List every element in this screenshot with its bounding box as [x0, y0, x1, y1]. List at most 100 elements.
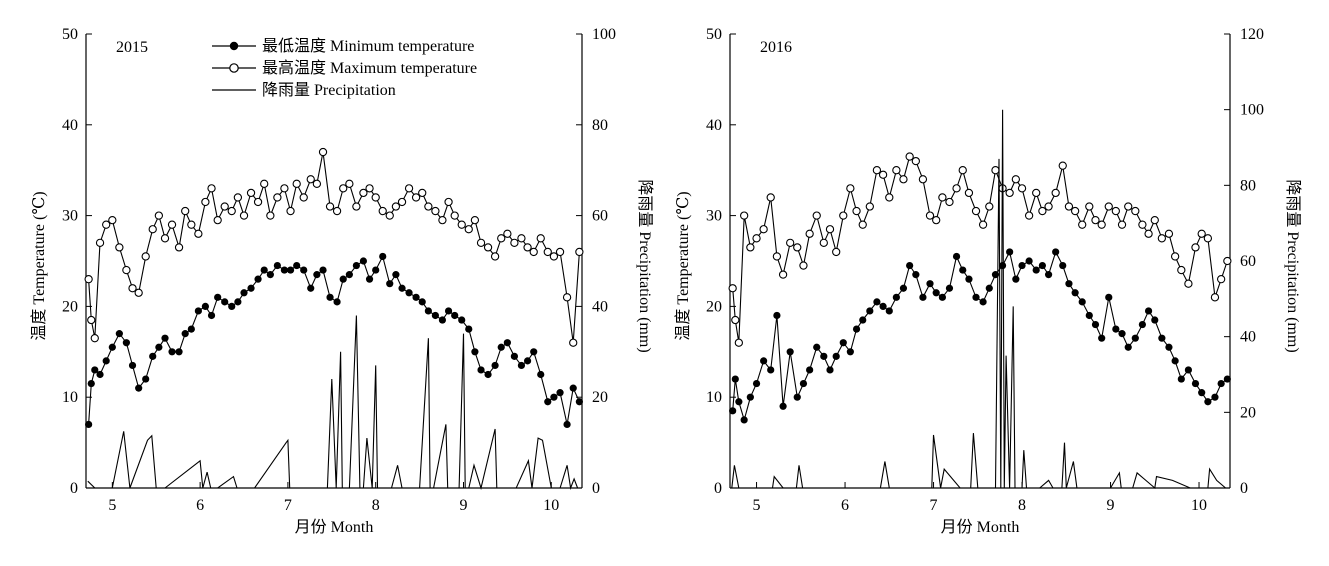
x-tick-label: 8: [372, 497, 380, 514]
min-temperature-point: [735, 398, 743, 406]
max-temperature-point: [220, 202, 229, 211]
max-temperature-point: [233, 193, 243, 202]
min-temperature-point: [1044, 271, 1053, 279]
max-temperature-point: [411, 193, 421, 202]
x-tick-label: 5: [108, 497, 116, 514]
max-temperature-point: [799, 261, 808, 270]
min-temperature-point: [87, 379, 95, 388]
min-temperature-point: [300, 266, 308, 274]
min-temperature-point: [326, 293, 334, 301]
min-temperature-point: [122, 339, 130, 347]
left-tick-label: 20: [706, 298, 722, 315]
min-temperature-point: [444, 307, 453, 315]
max-temperature-point: [918, 175, 928, 184]
min-temperature-point: [392, 271, 400, 279]
min-temperature-point: [214, 293, 222, 301]
max-temperature-point: [1131, 206, 1140, 216]
max-temperature-point: [457, 220, 466, 229]
max-temperature-point: [1064, 202, 1074, 211]
max-temperature-point: [1197, 229, 1206, 238]
min-temperature-point: [201, 302, 209, 310]
max-temperature-point: [1005, 188, 1014, 198]
min-temperature-point: [1191, 379, 1200, 388]
min-temperature-point: [998, 261, 1007, 270]
max-temperature-point: [174, 243, 184, 252]
left-tick-label: 0: [70, 480, 78, 497]
max-temperature-point: [503, 229, 512, 238]
x-axis-title: 月份 Month: [941, 518, 1020, 536]
max-temperature-point: [529, 247, 538, 257]
left-tick-label: 20: [62, 298, 78, 315]
min-temperature-point: [1006, 248, 1014, 256]
right-tick-label: 40: [1240, 329, 1256, 346]
min-temperature-point: [767, 366, 775, 374]
max-temperature-point: [325, 202, 335, 211]
min-temperature-point: [879, 302, 887, 310]
max-temperature-point: [253, 197, 263, 207]
left-tick-label: 30: [706, 208, 722, 225]
min-temperature-point: [945, 284, 954, 292]
min-temperature-point: [266, 271, 274, 279]
min-temperature-point: [254, 275, 262, 283]
min-temperature-point: [779, 402, 787, 410]
min-temperature-point: [115, 330, 123, 338]
max-temperature-point: [418, 188, 427, 198]
min-temperature-point: [752, 379, 761, 388]
min-temperature-point: [471, 348, 479, 356]
min-temperature-point: [786, 348, 794, 356]
max-temperature-point: [1104, 202, 1113, 211]
min-temperature-point: [932, 289, 940, 297]
max-temperature-point: [1058, 161, 1067, 170]
max-temperature-point: [865, 202, 874, 211]
max-temperature-point: [852, 206, 861, 216]
min-temperature-point: [424, 307, 432, 315]
min-temperature-point: [760, 357, 768, 365]
max-temperature-point: [424, 202, 433, 211]
max-temperature-point: [292, 179, 301, 188]
max-temperature-point: [549, 252, 559, 261]
min-temperature-point: [465, 325, 473, 333]
min-temperature-point: [149, 352, 157, 360]
min-temperature-point: [386, 280, 394, 288]
max-temperature-point: [128, 284, 137, 293]
min-temperature-point: [906, 261, 914, 270]
max-temperature-point: [385, 211, 394, 220]
max-temperature-point: [766, 193, 775, 202]
min-temperature-point: [899, 284, 908, 292]
min-temperature-point: [873, 298, 881, 306]
max-temperature-point: [1070, 206, 1080, 216]
min-temperature-point: [228, 302, 236, 310]
min-temperature-point: [352, 261, 360, 270]
max-temperature-point: [90, 334, 99, 343]
min-temperature-point: [799, 379, 808, 388]
min-temperature-point: [544, 398, 552, 406]
min-temperature-point: [859, 316, 867, 324]
right-tick-label: 20: [592, 389, 608, 406]
min-temperature-point: [438, 316, 447, 324]
min-temperature-point: [365, 275, 374, 283]
right-tick-label: 0: [592, 480, 600, 497]
min-temperature-point: [155, 343, 163, 351]
max-temperature-line: [732, 155, 1228, 343]
max-temperature-point: [1223, 256, 1232, 266]
max-temperature-point: [1124, 202, 1133, 211]
max-temperature-point: [84, 275, 93, 284]
max-temperature-point: [858, 220, 867, 229]
legend-entry-label: 降雨量 Precipitation: [262, 81, 396, 99]
min-temperature-point: [477, 366, 485, 374]
min-temperature-point: [286, 266, 295, 274]
min-temperature-point: [1211, 393, 1219, 401]
min-temperature-point: [91, 366, 99, 374]
min-temperature-point: [1018, 261, 1026, 270]
min-temperature-point: [1085, 311, 1093, 320]
min-temperature-point: [1105, 293, 1113, 301]
max-temperature-point: [464, 225, 473, 234]
min-temperature-point: [85, 420, 93, 429]
min-temperature-point: [458, 316, 466, 324]
min-temperature-point: [280, 266, 288, 274]
min-temperature-point: [307, 284, 315, 292]
min-temperature-point: [919, 293, 927, 301]
x-tick-label: 9: [459, 497, 467, 514]
max-temperature-point: [187, 220, 196, 229]
max-temperature-point: [280, 184, 289, 193]
